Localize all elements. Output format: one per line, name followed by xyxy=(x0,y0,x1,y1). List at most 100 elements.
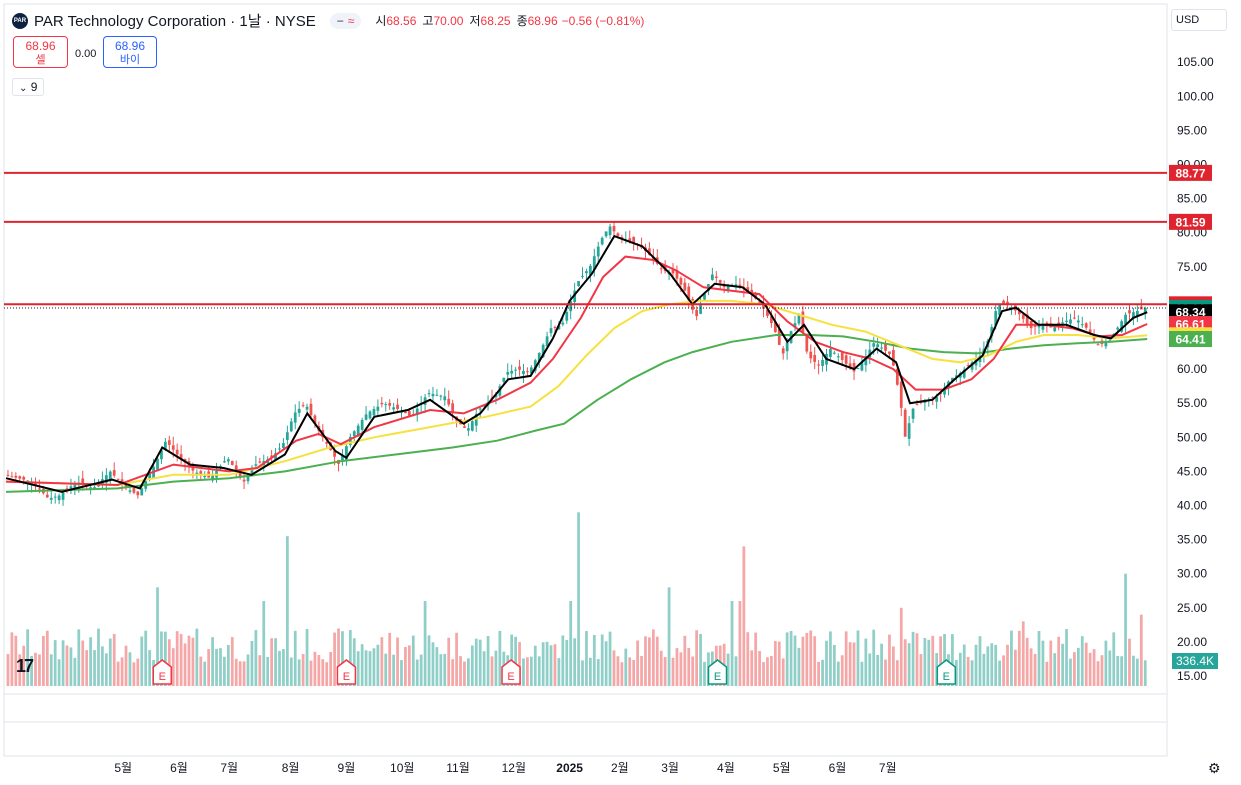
tradingview-logo[interactable]: 17 xyxy=(16,656,34,676)
x-tick-label: 9월 xyxy=(338,761,356,775)
candle-body xyxy=(569,301,573,312)
candle-body xyxy=(364,414,368,420)
volume-bar xyxy=(179,634,183,686)
currency-select[interactable]: USD xyxy=(1171,9,1227,31)
volume-bar xyxy=(293,630,297,686)
volume-bar xyxy=(1135,658,1139,686)
volume-bar xyxy=(124,645,128,686)
buy-button[interactable]: 68.96 바이 xyxy=(103,36,157,68)
candle-body xyxy=(793,323,797,328)
volume-bar xyxy=(341,631,344,686)
candle-body xyxy=(990,327,994,337)
volume-bar xyxy=(679,652,683,686)
volume-bar xyxy=(435,647,439,686)
x-tick-label: 8월 xyxy=(282,761,300,775)
candle-body xyxy=(494,394,498,398)
volume-bar xyxy=(966,656,970,686)
volume-bars xyxy=(6,512,1147,686)
candle-body xyxy=(659,268,663,270)
candle-body xyxy=(1116,327,1120,330)
price-label-bg xyxy=(1169,213,1212,230)
candle-body xyxy=(160,450,163,460)
visibility-pill[interactable]: − ≈ xyxy=(329,12,362,29)
volume-bar xyxy=(766,657,769,686)
candle-body xyxy=(561,322,565,325)
candle-body xyxy=(254,464,258,466)
volume-bar xyxy=(187,635,191,686)
candle-body xyxy=(431,393,435,397)
sell-button[interactable]: 68.96 셀 xyxy=(13,36,68,68)
candle-body xyxy=(325,442,329,444)
volume-bar xyxy=(529,656,533,686)
candle-body xyxy=(195,472,199,475)
volume-bar xyxy=(651,629,655,686)
candle-body xyxy=(179,454,183,459)
candle-body xyxy=(22,477,26,480)
volume-bar xyxy=(1014,649,1017,686)
volume-bar xyxy=(329,651,333,686)
volume-bar xyxy=(333,632,336,686)
candle-body xyxy=(415,408,419,415)
volume-bar xyxy=(490,656,494,686)
volume-bar xyxy=(474,638,478,686)
symbol-title[interactable]: PAR Technology Corporation · 1날 · NYSE xyxy=(34,13,316,30)
volume-bar xyxy=(258,655,262,686)
candle-body xyxy=(242,479,246,482)
volume-bar xyxy=(872,629,876,686)
volume-bar xyxy=(553,644,557,686)
candle-body xyxy=(467,428,470,431)
candle-body xyxy=(285,432,289,440)
volume-bar xyxy=(970,660,974,686)
volume-bar xyxy=(175,631,179,686)
volume-bar xyxy=(514,636,517,686)
minus-icon[interactable]: − xyxy=(336,13,344,28)
candle-body xyxy=(203,475,207,478)
volume-bar xyxy=(136,658,140,686)
volume-bar xyxy=(762,662,765,686)
price-label: 64.41 xyxy=(1175,333,1205,347)
volume-bar xyxy=(860,661,864,686)
gear-icon[interactable]: ⚙ xyxy=(1208,760,1221,776)
candle-body xyxy=(592,256,596,270)
volume-bar xyxy=(683,635,687,686)
candle-body xyxy=(1124,314,1127,325)
volume-bar xyxy=(128,652,132,686)
volume-bar xyxy=(10,632,14,686)
volume-bar xyxy=(565,639,569,686)
candle-body xyxy=(884,343,887,351)
volume-bar xyxy=(951,634,954,686)
earnings-marker-icon xyxy=(336,659,357,685)
candle-body xyxy=(994,311,998,326)
volume-bar xyxy=(459,656,462,686)
volume-bar xyxy=(703,661,706,686)
volume-bar xyxy=(45,630,49,686)
candle-body xyxy=(238,471,242,477)
candle-body xyxy=(738,284,742,287)
candle-body xyxy=(840,352,844,360)
volume-bar xyxy=(655,636,659,686)
candle-body xyxy=(478,408,482,410)
volume-bar xyxy=(1139,614,1143,686)
volume-bar xyxy=(384,653,388,686)
volume-bar xyxy=(691,656,695,686)
price-label: 88.77 xyxy=(1175,166,1205,180)
candle-body xyxy=(1120,321,1124,332)
volume-bar xyxy=(958,652,962,686)
y-tick-label: 75.00 xyxy=(1177,260,1207,274)
volume-bar xyxy=(632,660,636,686)
volume-bar xyxy=(219,648,222,686)
candle-body xyxy=(34,482,37,486)
volume-bar xyxy=(557,658,561,686)
indicators-toggle[interactable]: ⌄ 9 xyxy=(12,78,45,96)
volume-bar xyxy=(628,657,632,686)
earnings-marker-label: E xyxy=(159,671,166,683)
candle-body xyxy=(333,450,336,457)
volume-bar xyxy=(372,648,376,686)
volume-bar xyxy=(907,643,911,686)
candle-body xyxy=(612,226,616,232)
volume-bar xyxy=(69,647,73,686)
candle-body xyxy=(470,421,474,431)
approx-icon[interactable]: ≈ xyxy=(347,13,355,28)
candle-body xyxy=(211,475,214,481)
